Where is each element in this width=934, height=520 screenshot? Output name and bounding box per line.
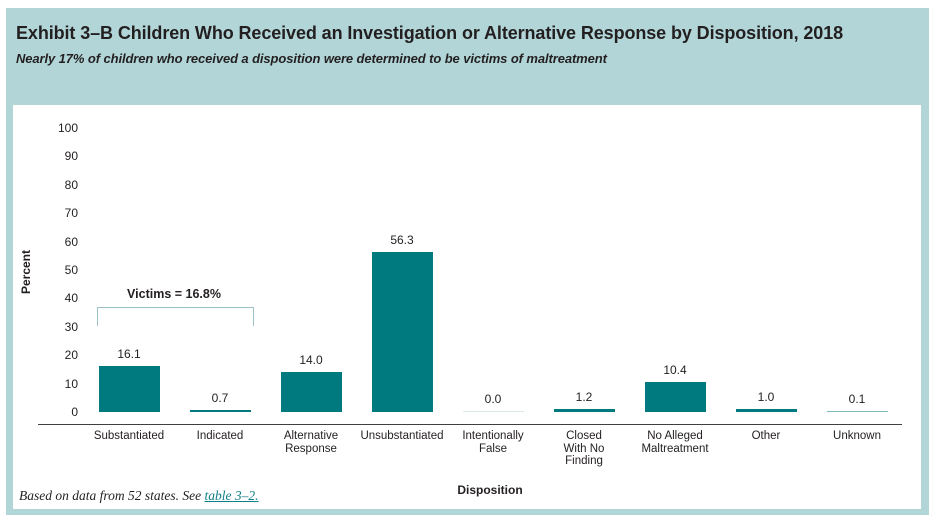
category-label-line: Alternative	[283, 430, 339, 442]
victims-bracket	[96, 306, 254, 327]
y-tick-40: 40	[64, 291, 78, 306]
bar-value-alternative-response: 14.0	[299, 353, 323, 367]
bar-substantiated	[98, 366, 160, 412]
category-label-line: Substantiated	[93, 430, 165, 442]
category-label-substantiated: Substantiated	[77, 430, 181, 443]
bar-closed-with-no-finding	[553, 409, 615, 412]
bar-alternative-response	[280, 372, 342, 412]
category-label-unknown: Unknown	[805, 430, 909, 443]
category-label-line: With No	[563, 442, 605, 455]
bar-value-no-alleged-maltreatment: 10.4	[663, 363, 687, 377]
category-label-line: Unknown	[833, 430, 881, 442]
exhibit-header: Exhibit 3–B Children Who Received an Inv…	[6, 8, 929, 66]
category-label-intentionally-false: Intentionally False	[441, 430, 545, 455]
y-tick-10: 10	[64, 376, 78, 391]
y-tick-50: 50	[64, 263, 78, 277]
bar-chart: 0 10 20 30 40 50 60 70 80 90 100 16.1 Substantiated 0…	[13, 105, 921, 509]
y-tick-30: 30	[64, 319, 78, 334]
category-label-indicated: Indicated	[168, 430, 272, 443]
category-label-line: Maltreatment	[641, 442, 709, 455]
exhibit-title: Exhibit 3–B Children Who Received an Inv…	[16, 23, 844, 43]
y-tick-0: 0	[71, 405, 78, 419]
category-label-line: Finding	[565, 455, 603, 467]
y-tick-90: 90	[64, 149, 78, 164]
category-label-no-alleged-maltreatment: No Alleged Maltreatment	[623, 430, 727, 455]
y-tick-70: 70	[64, 206, 78, 221]
source-note-text: Based on data from 52 states. See	[19, 488, 205, 503]
category-label-line: Indicated	[196, 430, 244, 442]
category-label-alternative-response: Alternative Response	[259, 430, 363, 455]
bar-value-unknown: 0.1	[848, 392, 866, 406]
bar-unknown	[826, 411, 888, 412]
category-label-line: Other	[751, 430, 781, 442]
bar-other	[735, 409, 797, 412]
bar-value-unsubstantiated: 56.3	[390, 233, 414, 247]
y-tick-60: 60	[64, 234, 78, 249]
bar-unsubstantiated	[371, 252, 433, 412]
exhibit-subtitle: Nearly 17% of children who received a di…	[16, 50, 607, 66]
bar-value-other: 1.0	[757, 390, 775, 404]
bar-value-intentionally-false: 0.0	[484, 392, 502, 406]
bar-value-indicated: 0.7	[211, 391, 229, 405]
chart-area: 0 10 20 30 40 50 60 70 80 90 100 16.1 Substantiated 0…	[13, 105, 921, 509]
category-label-line: Response	[285, 442, 337, 455]
bar-no-alleged-maltreatment	[644, 382, 706, 412]
category-label-unsubstantiated: Unsubstantiated	[350, 430, 454, 443]
victims-annotation: Victims = 16.8%	[127, 286, 221, 301]
category-label-line: Closed	[566, 430, 602, 442]
bar-indicated	[189, 410, 251, 412]
category-label-line: Intentionally	[462, 430, 524, 442]
bar-value-substantiated: 16.1	[117, 347, 141, 361]
bar-value-closed-with-no-finding: 1.2	[575, 390, 593, 404]
x-axis-line	[38, 424, 902, 425]
category-label-line: False	[478, 442, 508, 455]
source-note: Based on data from 52 states. See table …	[19, 488, 258, 504]
exhibit-panel: Exhibit 3–B Children Who Received an Inv…	[6, 8, 929, 515]
y-tick-80: 80	[64, 177, 78, 192]
category-label-other: Other	[714, 430, 818, 443]
y-tick-20: 20	[64, 348, 78, 363]
category-label-line: No Alleged	[647, 430, 703, 442]
y-axis-title: Percent	[19, 249, 33, 295]
table-3-2-link[interactable]: table 3–2.	[204, 488, 259, 503]
category-label-closed-with-no-finding: Closed With No Finding	[532, 430, 636, 468]
category-label-line: Unsubstantiated	[360, 430, 444, 442]
x-axis-title: Disposition	[457, 483, 523, 497]
y-tick-100: 100	[57, 121, 78, 135]
bar-intentionally-false	[462, 411, 524, 412]
